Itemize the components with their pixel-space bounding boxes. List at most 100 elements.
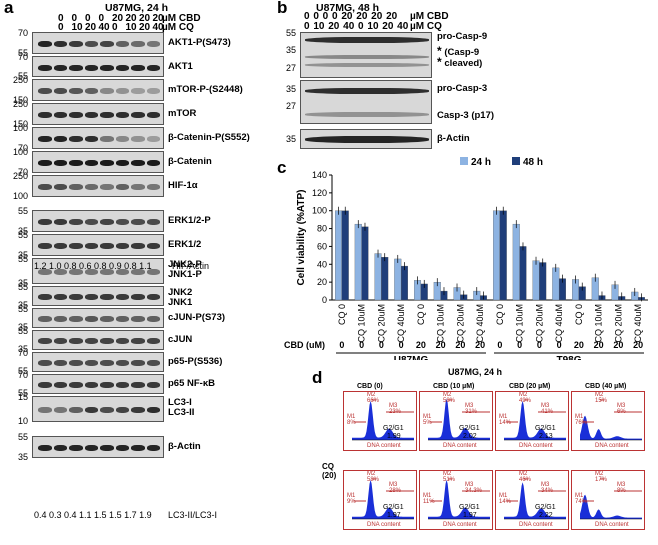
blot-label: HIF-1α: [168, 180, 198, 191]
blot-band: [100, 41, 114, 47]
bar: [552, 267, 560, 301]
blot-band: [146, 360, 160, 366]
histogram: [580, 478, 642, 520]
gate-m3-label: M3: [389, 403, 398, 409]
blot-band: [38, 382, 52, 388]
blot-band: [131, 338, 145, 344]
hif-ratios: 1.2 1.0 0.8 0.6 0.8 0.9 0.8 1.1: [34, 261, 152, 271]
y-tick-label: 120: [312, 188, 327, 198]
facs-plot: [495, 470, 569, 530]
blot-label: p65-P(S536): [168, 356, 223, 367]
cq-row-label-2: (20): [322, 471, 337, 480]
gate-m1-value: 74%: [575, 499, 588, 505]
blot-band: [69, 136, 83, 142]
cbd-value: 0: [497, 340, 502, 350]
blot-8: [32, 234, 164, 256]
y-tick-label: 100: [312, 206, 327, 216]
blot-band: [53, 338, 67, 344]
panel-a-cq-value: 0: [112, 22, 118, 33]
blot-band: [38, 445, 52, 451]
g2g1-label: G2/G1: [535, 504, 556, 511]
y-tick-label: 40: [317, 259, 327, 269]
mw-marker: 55: [17, 206, 28, 216]
category-label: CQ 10uM: [515, 304, 525, 343]
mw-marker: 35: [17, 452, 28, 462]
blot-band: [115, 294, 129, 300]
blot-band: [131, 316, 145, 322]
blot-band: [131, 136, 145, 142]
gate-m2-label: M2: [595, 471, 604, 477]
blot-band: [115, 41, 129, 47]
cbd-value: 0: [537, 340, 542, 350]
blot-band: [131, 184, 145, 190]
blot-2: [32, 79, 164, 101]
panel-a-cq-value: 10: [71, 22, 83, 33]
blot-band: [146, 382, 160, 388]
blot-band: [100, 338, 114, 344]
panel-a-cq-unit: µM CQ: [162, 22, 194, 33]
blot-band: [146, 316, 160, 322]
gate-m3-label: M3: [541, 403, 550, 409]
blot-band: [115, 112, 129, 118]
gate-m2-label: M2: [595, 392, 604, 398]
blot-band: [38, 160, 52, 166]
gate-m1-label: M1: [347, 493, 356, 499]
panel-a-cbd-value: 20: [125, 13, 137, 24]
facs-x-axis-label: DNA content: [519, 443, 553, 449]
mw-marker: 100: [12, 191, 28, 201]
cbd-value: 0: [379, 340, 384, 350]
blot-band: [100, 407, 114, 413]
gate-m1-value: 11%: [423, 499, 435, 505]
casp3-blot: [300, 80, 432, 124]
blot-band: [146, 160, 160, 166]
panel-b-cq-unit: µM CQ: [410, 21, 442, 32]
hif-ratio-label: HIF/Actin: [172, 261, 210, 271]
blot-band: [84, 269, 98, 275]
facs-title: CBD (0): [357, 383, 383, 390]
cbd-value: 0: [517, 340, 522, 350]
group-label: U87MG: [394, 355, 429, 360]
blot-band: [146, 243, 160, 249]
blot-band: [53, 294, 67, 300]
blot-band: [38, 64, 52, 71]
blot-band: [131, 243, 145, 249]
cbd-value: 20: [475, 340, 485, 350]
blot-band: [146, 269, 160, 275]
blot-label: LC3-I: [168, 397, 192, 408]
blot-13: [32, 352, 164, 372]
histogram-fill: [428, 398, 490, 440]
facs-plot: [495, 391, 569, 451]
bar: [493, 210, 501, 301]
blot-band: [84, 64, 98, 71]
blot-label: ERK1/2: [168, 239, 202, 250]
panel-a-cbd-value: 0: [58, 13, 64, 24]
gate-m1-label: M1: [575, 414, 584, 420]
blot-band: [100, 445, 114, 451]
blot-label: β-Actin: [168, 441, 201, 452]
panel-a-cq-value: 40: [152, 22, 164, 33]
histogram: [428, 398, 490, 441]
casp9-blot: [300, 32, 432, 78]
blot-band: [84, 160, 98, 166]
gate-m1-value: 9%: [347, 499, 356, 505]
blot-band: [146, 136, 160, 142]
g2g1-label: G2/G1: [459, 425, 480, 432]
panel-a-cbd-row: 0 0 0 0 20 20 20 20: [58, 13, 164, 24]
panel-a-cq-value: 10: [125, 22, 137, 33]
blot-band: [69, 407, 83, 413]
blot-band: [115, 407, 129, 413]
casp3-mw-27: 27: [285, 101, 296, 111]
facs-plot: [571, 391, 645, 451]
blot-band: [100, 64, 114, 71]
gate-m3-label: M3: [617, 403, 626, 409]
category-label: CQ 0: [495, 304, 505, 325]
blot-band: [131, 64, 145, 71]
gate-m2-label: M2: [367, 471, 376, 477]
panel-a-cq-row: 0 10 20 40 0 10 20 40: [58, 22, 164, 33]
facs-plot: [419, 470, 493, 530]
bar: [512, 223, 520, 301]
mw-marker: 55: [17, 48, 28, 58]
category-label: CQ 0: [574, 304, 584, 325]
gate-m1-value: 8%: [347, 420, 356, 426]
blot-band: [115, 360, 129, 366]
